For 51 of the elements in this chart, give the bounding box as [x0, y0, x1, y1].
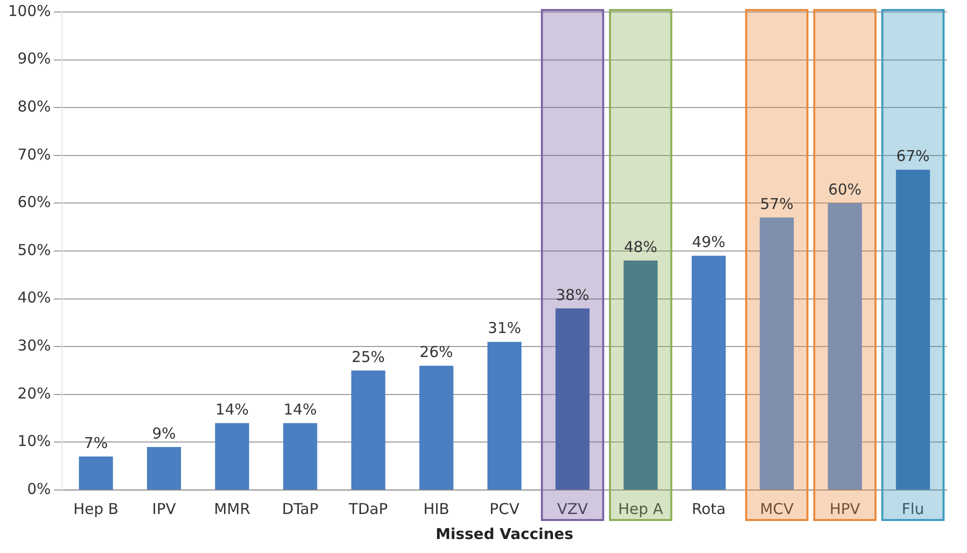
bar — [556, 308, 590, 490]
x-tick-label: Hep B — [73, 500, 118, 518]
bar — [760, 218, 794, 490]
x-tick-label: Hep A — [618, 500, 664, 518]
bar — [828, 203, 862, 490]
bar — [487, 342, 522, 490]
y-tick-label: 40% — [18, 288, 51, 307]
y-tick-label: 80% — [18, 97, 51, 116]
data-label: 48% — [624, 238, 658, 256]
data-label: 9% — [152, 424, 176, 442]
y-tick-label: 70% — [18, 145, 51, 164]
y-tick-label: 100% — [8, 2, 51, 20]
bar — [624, 260, 658, 490]
x-tick-label: HPV — [830, 500, 861, 518]
data-label: 60% — [828, 180, 862, 199]
data-label: 38% — [556, 286, 590, 304]
data-label: 14% — [284, 400, 317, 418]
bar — [215, 423, 250, 490]
x-tick-label: DTaP — [282, 500, 318, 518]
x-tick-label: MMR — [214, 500, 250, 518]
bar — [146, 446, 182, 490]
data-label: 7% — [84, 434, 108, 452]
data-label: 67% — [896, 147, 930, 166]
data-label: 25% — [352, 348, 385, 366]
x-tick-label: IPV — [152, 500, 177, 518]
data-label: 14% — [215, 400, 249, 418]
x-tick-label: Rota — [692, 500, 726, 518]
y-tick-label: 50% — [18, 240, 51, 259]
y-tick-label: 20% — [18, 384, 51, 402]
bar — [896, 170, 930, 490]
data-label: 31% — [488, 319, 522, 338]
y-tick-label: 0% — [27, 480, 51, 498]
data-label: 57% — [760, 194, 794, 213]
data-label: 49% — [692, 233, 726, 252]
bar — [78, 456, 113, 490]
y-tick-label: 60% — [18, 193, 51, 212]
x-tick-label: MCV — [760, 500, 794, 518]
y-tick-label: 30% — [18, 336, 51, 354]
bar — [692, 256, 726, 490]
x-tick-label: HIB — [423, 500, 450, 518]
bar — [283, 423, 318, 490]
x-axis-title: Missed Vaccines — [436, 524, 574, 543]
x-tick-label: TDaP — [348, 500, 388, 518]
bar — [351, 370, 386, 490]
x-tick-label: PCV — [490, 500, 520, 518]
data-label: 26% — [420, 343, 454, 362]
bar — [419, 366, 454, 490]
x-tick-label: Flu — [902, 500, 924, 518]
x-tick-label: VZV — [557, 500, 589, 518]
y-tick-label: 10% — [18, 432, 51, 450]
y-tick-label: 90% — [18, 50, 51, 68]
